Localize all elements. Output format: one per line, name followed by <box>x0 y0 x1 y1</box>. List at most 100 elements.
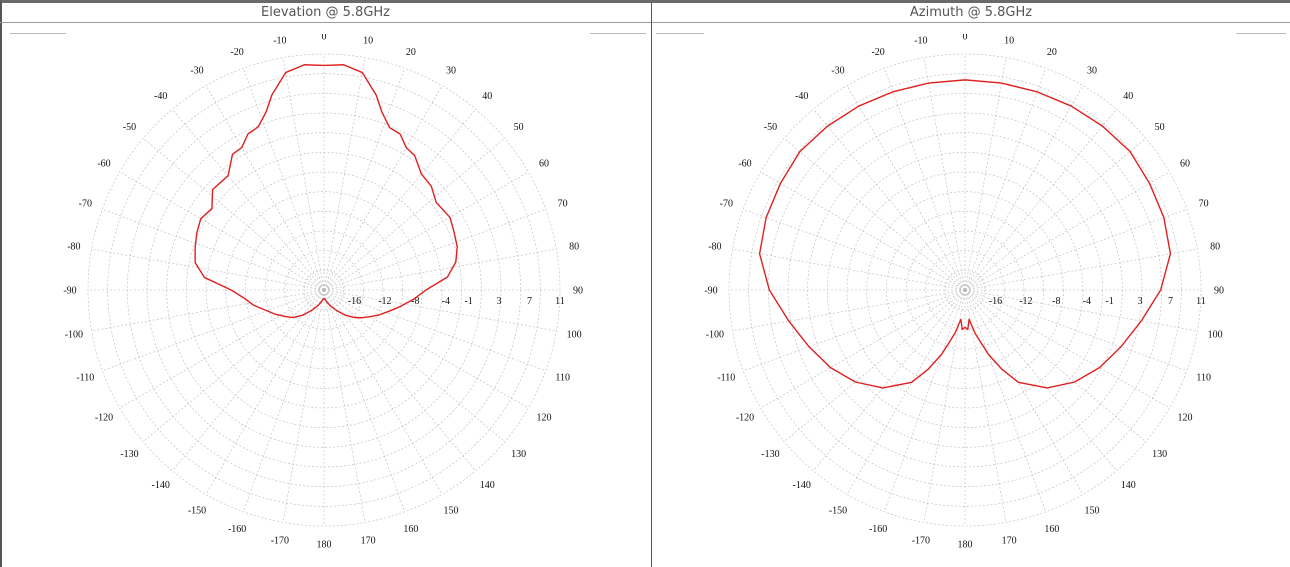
angle-tick-label: -140 <box>793 480 811 491</box>
angle-tick-label: 50 <box>1155 122 1165 133</box>
radial-tick-label: 7 <box>527 296 532 307</box>
angle-tick-label: 20 <box>406 47 416 58</box>
angle-tick-label: 0 <box>963 34 968 43</box>
angle-tick-label: 70 <box>558 199 568 210</box>
grid-spoke <box>205 85 325 291</box>
radial-tick-label: -4 <box>442 296 450 307</box>
angle-tick-label: 120 <box>1177 413 1192 424</box>
angle-tick-label: 100 <box>1208 330 1223 341</box>
grid-spoke <box>964 248 1198 291</box>
grid-spoke <box>323 289 366 523</box>
grid-spoke <box>119 171 325 291</box>
radial-tick-label: -8 <box>411 296 419 307</box>
angle-tick-label: -60 <box>738 159 751 170</box>
radial-tick-label: 11 <box>555 296 565 307</box>
grid-ring <box>866 191 1064 389</box>
grid-spoke <box>323 289 557 332</box>
grid-spoke <box>964 171 1170 291</box>
grid-spoke <box>323 208 546 291</box>
grid-spoke <box>964 68 1047 291</box>
grid-spoke <box>242 289 325 512</box>
angle-tick-label: 80 <box>1210 241 1220 252</box>
grid-spoke <box>883 68 966 291</box>
grid-spoke <box>323 289 476 471</box>
grid-spoke <box>883 289 966 512</box>
grid-spoke <box>323 57 366 291</box>
angle-tick-label: -110 <box>76 372 94 383</box>
angle-tick-label: 70 <box>1199 199 1209 210</box>
grid-spoke <box>323 171 529 291</box>
angle-tick-label: 180 <box>317 540 332 551</box>
grid-spoke <box>760 171 966 291</box>
angle-tick-label: -90 <box>704 286 717 297</box>
angle-tick-label: -30 <box>190 66 203 77</box>
grid-spoke <box>813 289 966 471</box>
grid-stub <box>590 33 646 34</box>
angle-tick-label: -80 <box>708 241 721 252</box>
elevation-polar-chart: 0 10 20 30 40 50 60 70 80 90 100 110 120 130 140 150 160… <box>63 34 583 551</box>
grid-ring <box>264 230 384 350</box>
grid-spoke <box>813 109 966 291</box>
grid-spoke <box>323 68 406 291</box>
grid-spoke <box>323 248 557 291</box>
angle-tick-label: 140 <box>1121 480 1136 491</box>
grid-ring <box>886 211 1044 369</box>
grid-spoke <box>923 57 966 291</box>
grid-spoke <box>964 57 1007 291</box>
angle-tick-label: 160 <box>403 524 418 535</box>
grid-spoke <box>323 109 476 291</box>
grid-spoke <box>964 289 1117 471</box>
grid-spoke <box>143 289 325 442</box>
grid-spoke <box>282 57 325 291</box>
radial-tick-label: -4 <box>1083 296 1091 307</box>
grid-spoke <box>784 289 966 442</box>
angle-tick-label: -10 <box>273 35 286 46</box>
elevation-pattern-line <box>194 64 458 319</box>
grid-spoke <box>846 289 966 495</box>
grid-ring <box>945 270 985 310</box>
radial-tick-label: -12 <box>378 296 391 307</box>
grid-spoke <box>964 85 1084 291</box>
grid-spoke <box>323 289 505 442</box>
angle-tick-label: -60 <box>97 159 110 170</box>
angle-tick-label: 20 <box>1047 47 1057 58</box>
grid-stub <box>1236 33 1286 34</box>
angle-tick-label: 10 <box>1004 35 1014 46</box>
column-divider <box>651 3 652 567</box>
grid-ring <box>925 250 1005 330</box>
grid-spoke <box>323 289 529 409</box>
angle-tick-label: 160 <box>1044 524 1059 535</box>
angle-tick-label: 150 <box>444 505 459 516</box>
grid-spoke <box>205 289 325 495</box>
radial-tick-label: 11 <box>1196 296 1206 307</box>
angle-tick-label: 30 <box>1087 66 1097 77</box>
grid-spoke <box>964 208 1187 291</box>
angle-tick-label: 180 <box>958 540 973 551</box>
grid-spoke <box>743 208 966 291</box>
grid-stub <box>10 33 66 34</box>
grid-spoke <box>923 289 966 523</box>
angle-tick-label: 130 <box>511 449 526 460</box>
elevation-chart-title: Elevation @ 5.8GHz <box>261 5 390 20</box>
angle-tick-label: -110 <box>717 372 735 383</box>
azimuth-polar-chart: 0 10 20 30 40 50 60 70 80 90 100 110 120 130 140 150 160… <box>704 34 1224 551</box>
angle-tick-label: 170 <box>361 536 376 547</box>
angle-tick-label: -100 <box>65 330 83 341</box>
angle-tick-label: -170 <box>271 536 289 547</box>
grid-spoke <box>964 138 1146 291</box>
angle-tick-label: 40 <box>1123 91 1133 102</box>
grid-spoke <box>172 289 325 471</box>
grid-spoke <box>732 248 966 291</box>
azimuth-pattern-line <box>758 79 1172 389</box>
angle-tick-label: 10 <box>363 35 373 46</box>
angle-tick-label: -30 <box>831 66 844 77</box>
angle-tick-label: -40 <box>795 91 808 102</box>
grid-spoke <box>172 109 325 291</box>
grid-spoke <box>242 68 325 291</box>
angle-tick-label: 100 <box>567 330 582 341</box>
grid-spoke <box>323 138 505 291</box>
grid-spoke <box>732 289 966 332</box>
angle-tick-label: 50 <box>514 122 524 133</box>
radial-tick-label: 7 <box>1168 296 1173 307</box>
grid-spoke <box>91 248 325 291</box>
